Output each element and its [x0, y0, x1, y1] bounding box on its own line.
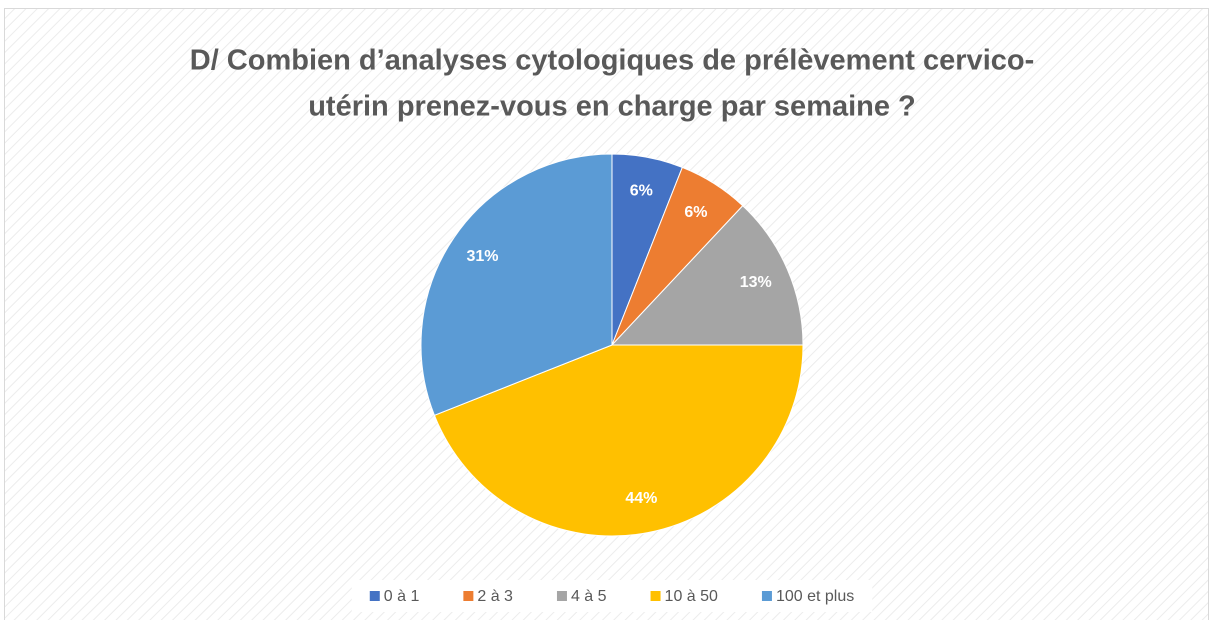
legend-swatch — [556, 591, 567, 601]
chart-title: utérin prenez-vous en charge par semaine… — [308, 91, 916, 123]
legend-swatch — [650, 591, 661, 601]
data-label: 6% — [630, 182, 653, 199]
chart-title: D/ Combien d’analyses cytologiques de pr… — [190, 45, 1035, 77]
legend-label: 4 à 5 — [571, 588, 607, 605]
legend-label: 100 et plus — [776, 588, 854, 605]
data-label: 6% — [684, 204, 707, 221]
pie-slice — [610, 205, 804, 346]
pie-slice — [433, 344, 804, 537]
legend-label: 0 à 1 — [384, 588, 420, 605]
pie-slice — [420, 153, 613, 416]
data-label: 13% — [740, 274, 772, 291]
data-label: 44% — [625, 490, 657, 507]
data-label: 31% — [466, 248, 498, 265]
legend-box — [351, 580, 873, 612]
legend-label: 2 à 3 — [477, 588, 513, 605]
legend-swatch — [761, 591, 772, 601]
legend-swatch — [369, 591, 380, 601]
legend-label: 10 à 50 — [665, 588, 718, 605]
legend-swatch — [463, 591, 474, 601]
